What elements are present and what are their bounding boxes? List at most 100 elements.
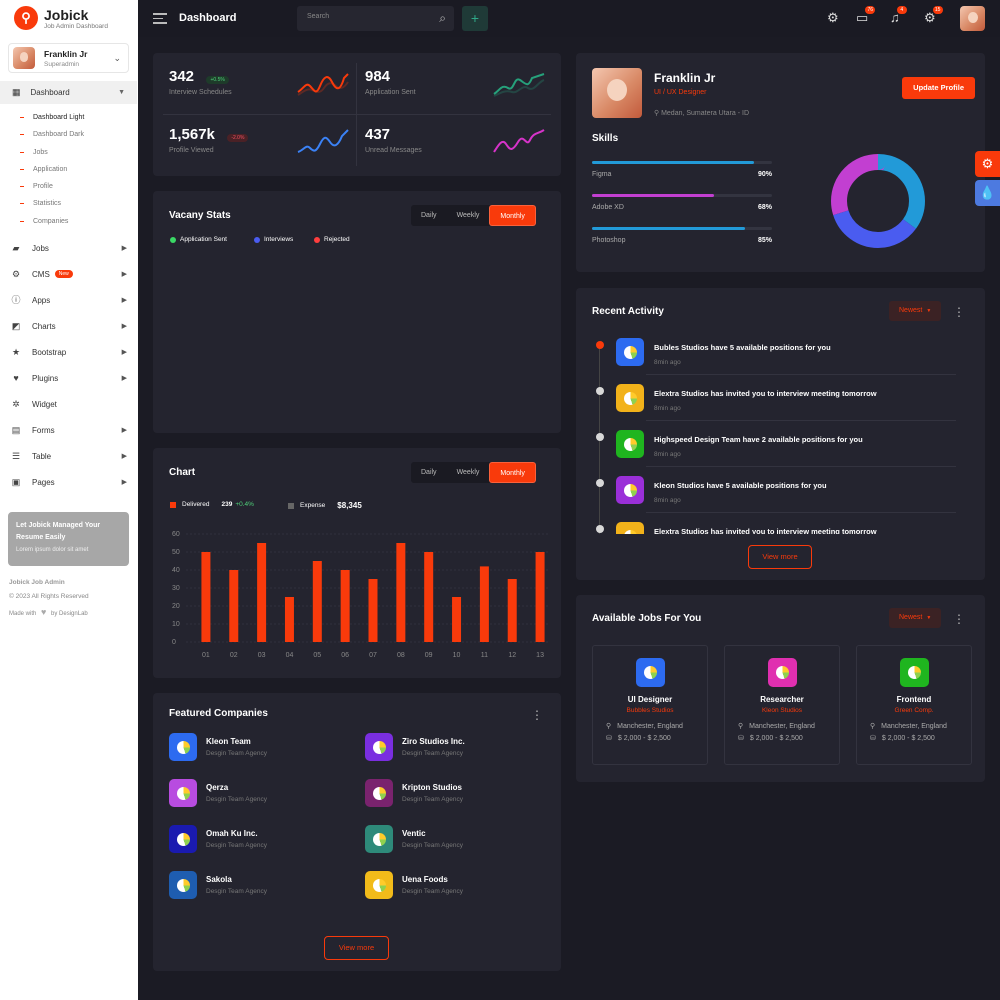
sidebar-item-pages[interactable]: ▣ Pages ▶ [11,477,131,487]
tab-weekly[interactable]: Weekly [456,212,480,219]
filter-dropdown[interactable]: Newest ▼ [889,608,942,628]
filter-dropdown-label: Newest [899,614,923,621]
job-card[interactable]: UI Designer Bubbles Studios ⚲ Manchester, E… [592,645,708,765]
stat-label: Application Sent [365,89,416,96]
more-options-icon[interactable]: ⋮ [953,612,965,626]
x-tick-label: 12 [508,652,516,659]
sidebar-subitem[interactable]: Companies [20,218,68,225]
sidebar-item-apps[interactable]: ⓘ Apps ▶ [11,295,131,305]
sidebar-subitem[interactable]: Application [20,166,67,173]
timeline-dot [596,341,604,349]
stat-label: Interview Schedules [169,89,232,96]
brand[interactable]: ⚲ Jobick Job Admin Dashboard [14,6,108,30]
user-switcher[interactable]: Franklin Jr Superadmin ⌄ [8,43,129,73]
bell-icon[interactable]: ♫ 4 [890,6,907,25]
company-item[interactable]: Kripton Studios Desgin Team Agency [365,779,463,807]
sidebar-item-bootstrap[interactable]: ★ Bootstrap ▶ [11,347,131,357]
legend-label: Interviews [264,236,294,243]
sidebar: ⚲ Jobick Job Admin Dashboard Franklin Jr… [0,0,138,1000]
sidebar-item-jobs[interactable]: ▰ Jobs ▶ [11,243,131,253]
search-input[interactable]: Search ⌕ [297,6,454,31]
activity-list-viewport[interactable]: Bubles Studios have 5 available position… [596,338,956,534]
sidebar-item-table[interactable]: ☰ Table ▶ [11,451,131,461]
company-item[interactable]: Omah Ku Inc. Desgin Team Agency [169,825,267,853]
sidebar-item-label: CMS [32,269,50,279]
company-item[interactable]: Ventic Desgin Team Agency [365,825,463,853]
company-item[interactable]: Qerza Desgin Team Agency [169,779,267,807]
view-more-button[interactable]: View more [748,545,812,569]
sidebar-subitem[interactable]: Jobs [20,149,48,156]
more-options-icon[interactable]: ⋮ [531,708,543,722]
company-item[interactable]: Kleon Team Desgin Team Agency [169,733,267,761]
stat-label: Unread Messages [365,147,422,154]
job-location: ⚲ Manchester, England [725,722,839,730]
company-item[interactable]: Sakola Desgin Team Agency [169,871,267,899]
timeline-dot [596,387,604,395]
more-options-icon[interactable]: ⋮ [953,305,965,319]
sidebar-item-plugins[interactable]: ♥ Plugins ▶ [11,373,131,383]
avatar[interactable] [960,6,985,31]
card-title: Chart [169,467,196,478]
sidebar-subitem[interactable]: Profile [20,183,53,190]
update-profile-button[interactable]: Update Profile [902,77,975,99]
sidebar-item-dashboard[interactable]: ▦ Dashboard ▼ [0,81,137,104]
legend-application-sent: Application Sent [170,236,227,243]
sidebar-subitem[interactable]: Statistics [20,200,61,207]
tab-monthly[interactable]: Monthly [489,205,536,226]
sidebar-subitem[interactable]: Dashboard Dark [20,131,84,138]
search-icon[interactable]: ⌕ [439,11,446,25]
tab-monthly[interactable]: Monthly [489,462,536,483]
legend-dot [170,236,176,243]
chevron-right-icon: ▶ [121,271,127,278]
add-button[interactable]: + [462,6,488,31]
delivered-change: +0.4% [235,501,254,508]
pages-icon: ▣ [11,477,21,487]
activity-item[interactable]: Bubles Studios have 5 available position… [596,338,956,366]
vacancy-line-chart: 70605040302010MarAprMayJunJulAugSepOctNo… [153,266,561,426]
pie-icon [373,833,386,846]
job-location-text: Manchester, England [749,723,815,730]
pie-icon [624,346,637,359]
activity-item[interactable]: Kleon Studios have 5 available positions… [596,476,956,504]
activity-item[interactable]: Highspeed Design Team have 2 available p… [596,430,956,458]
gear-icon[interactable]: ⚙ [827,10,839,25]
page-title: Dashboard [179,12,237,24]
settings-icon[interactable]: ⚙ 15 [924,6,943,26]
sidebar-item-cms[interactable]: ⚙ CMS New ▶ [11,269,131,279]
x-tick-label: 06 [341,652,349,659]
legend-dot [254,236,260,243]
sidebar-item-forms[interactable]: ▤ Forms ▶ [11,425,131,435]
activity-item[interactable]: Elextra Studios has invited you to inter… [596,384,956,412]
chat-icon[interactable]: ▭ 76 [856,6,876,26]
sidebar-item-widget[interactable]: ✲ Widget [11,399,131,409]
stat-value: 1,567k [169,126,215,143]
tab-weekly[interactable]: Weekly [456,469,480,476]
settings-float-icon[interactable]: ⚙ [975,151,1000,177]
job-card[interactable]: Frontend Green Comp. ⚲ Manchester, England ⛁… [856,645,972,765]
theme-drop-icon[interactable]: 💧 [975,180,1000,206]
job-location: ⚲ Manchester, England [593,722,707,730]
tab-daily[interactable]: Daily [421,212,437,219]
promo-card[interactable]: Let Jobick Managed Your Resume Easily Lo… [8,512,129,566]
company-logo-icon [899,658,929,687]
sidebar-item-label: Charts [32,321,56,331]
sidebar-subitem[interactable]: Dashboard Light [20,114,84,121]
company-name: Qerza [206,783,229,792]
bar [452,597,462,642]
x-tick-label: 13 [536,652,544,659]
job-card[interactable]: Researcher Kleon Studios ⚲ Manchester, Engl… [724,645,840,765]
tab-daily[interactable]: Daily [421,469,437,476]
chart-icon: ◩ [11,321,21,331]
filter-dropdown[interactable]: Newest ▼ [889,301,942,321]
sidebar-item-label: Plugins [32,373,59,383]
job-title: Frontend [896,695,932,704]
company-item[interactable]: Uena Foods Desgin Team Agency [365,871,463,899]
view-more-button[interactable]: View more [324,936,389,960]
activity-item[interactable]: Elextra Studios has invited you to inter… [596,522,956,534]
skills-title: Skills [592,133,619,144]
sidebar-item-charts[interactable]: ◩ Charts ▶ [11,321,131,331]
job-salary: ⛁ $ 2,000 - $ 2,500 [857,734,971,742]
company-item[interactable]: Ziro Studios Inc. Desgin Team Agency [365,733,465,761]
menu-toggle-icon[interactable] [153,13,167,27]
company-name: Ventic [402,829,426,838]
